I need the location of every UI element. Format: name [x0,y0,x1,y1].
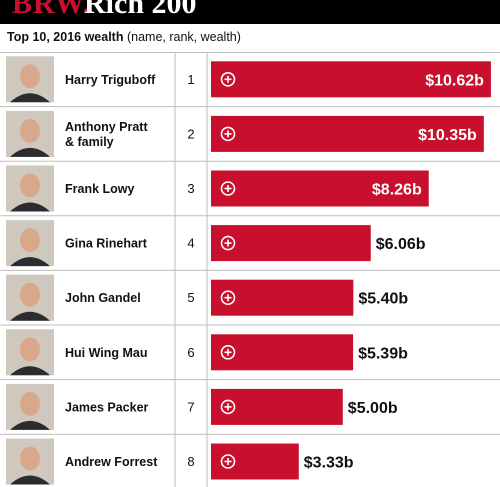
rank-label: 7 [187,399,194,414]
data-label: $3.33b [304,455,354,472]
person-name: James Packer [65,400,149,414]
photo-face [20,337,40,362]
person-name: Frank Lowy [65,182,135,196]
expand-plus-icon[interactable] [220,126,236,142]
portrait-photo [6,165,54,212]
bar [211,279,354,316]
data-label: $5.00b [348,400,398,417]
rank-label: 4 [187,236,194,251]
table-row: Anthony Pratt& family 2 $10.35b [0,106,500,162]
subtitle-bold: Top 10, 2016 wealth [7,30,124,44]
rank-label: 6 [187,345,194,360]
photo-face [20,118,40,143]
person-name: John Gandel [65,291,141,305]
rank-label: 8 [187,454,194,469]
data-label: $10.35b [418,127,477,144]
portrait-photo [6,329,54,376]
data-label: $10.62b [425,72,484,89]
expand-plus-icon[interactable] [220,71,236,87]
brand-logo: BRW. [12,0,92,20]
bar [211,443,299,480]
photo-shoulders [10,311,50,321]
bar [211,170,429,207]
expand-plus-icon[interactable] [220,290,236,305]
data-label: $6.06b [376,236,426,253]
bar [211,61,491,98]
table-row: Harry Triguboff 1 $10.62b [6,52,491,107]
photo-shoulders [10,420,50,430]
person-name: Harry Triguboff [65,73,156,87]
person-name: Gina Rinehart [65,237,148,251]
expand-plus-icon[interactable] [220,235,236,251]
chart-subtitle: Top 10, 2016 wealth (name, rank, wealth) [7,30,241,44]
photo-shoulders [10,147,50,157]
photo-face [20,282,40,307]
data-label: $5.39b [358,345,408,362]
portrait-photo [6,383,54,430]
bar [211,115,484,152]
rank-label: 3 [187,181,194,196]
photo-face [20,391,40,416]
data-label: $5.40b [358,291,408,308]
photo-shoulders [10,202,50,212]
rank-label: 5 [187,290,194,305]
table-row: James Packer 7 $5.00b [0,379,500,435]
table-row: Hui Wing Mau 6 $5.39b [0,324,500,380]
table-row: Andrew Forrest 8 $3.33b [0,433,500,487]
header-bar: BRW. Rich 200 [0,0,500,24]
bar [211,334,354,371]
table-row: John Gandel 5 $5.40b [0,269,500,325]
portrait-photo [6,220,54,267]
portrait-photo [6,438,54,485]
person-name: & family [65,135,114,149]
rank-label: 2 [187,126,194,141]
table-row: Gina Rinehart 4 $6.06b [0,215,500,271]
expand-plus-icon[interactable] [220,344,236,360]
rank-label: 1 [187,72,194,87]
expand-plus-icon[interactable] [220,399,236,415]
person-name: Hui Wing Mau [65,346,148,360]
person-name: Andrew Forrest [65,455,158,469]
portrait-photo [6,274,54,321]
photo-face [20,173,40,198]
table-row: Frank Lowy 3 $8.26b [0,160,500,216]
photo-face [20,64,40,89]
expand-plus-icon[interactable] [220,454,236,469]
photo-face [20,228,40,253]
wealth-bar-chart: Harry Triguboff 1 $10.62b Anthony Pratt& fa… [0,52,500,487]
expand-plus-icon[interactable] [220,181,236,196]
page-title: Rich 200 [84,0,197,20]
data-label: $8.26b [372,182,422,199]
portrait-photo [6,56,54,103]
bar [211,388,343,425]
photo-shoulders [10,257,50,267]
subtitle-normal: (name, rank, wealth) [126,30,241,44]
photo-shoulders [10,93,50,103]
portrait-photo [6,110,54,157]
bar [211,225,371,262]
person-name: Anthony Pratt [65,120,148,134]
photo-face [20,446,40,471]
photo-shoulders [10,475,50,485]
photo-shoulders [10,366,50,376]
